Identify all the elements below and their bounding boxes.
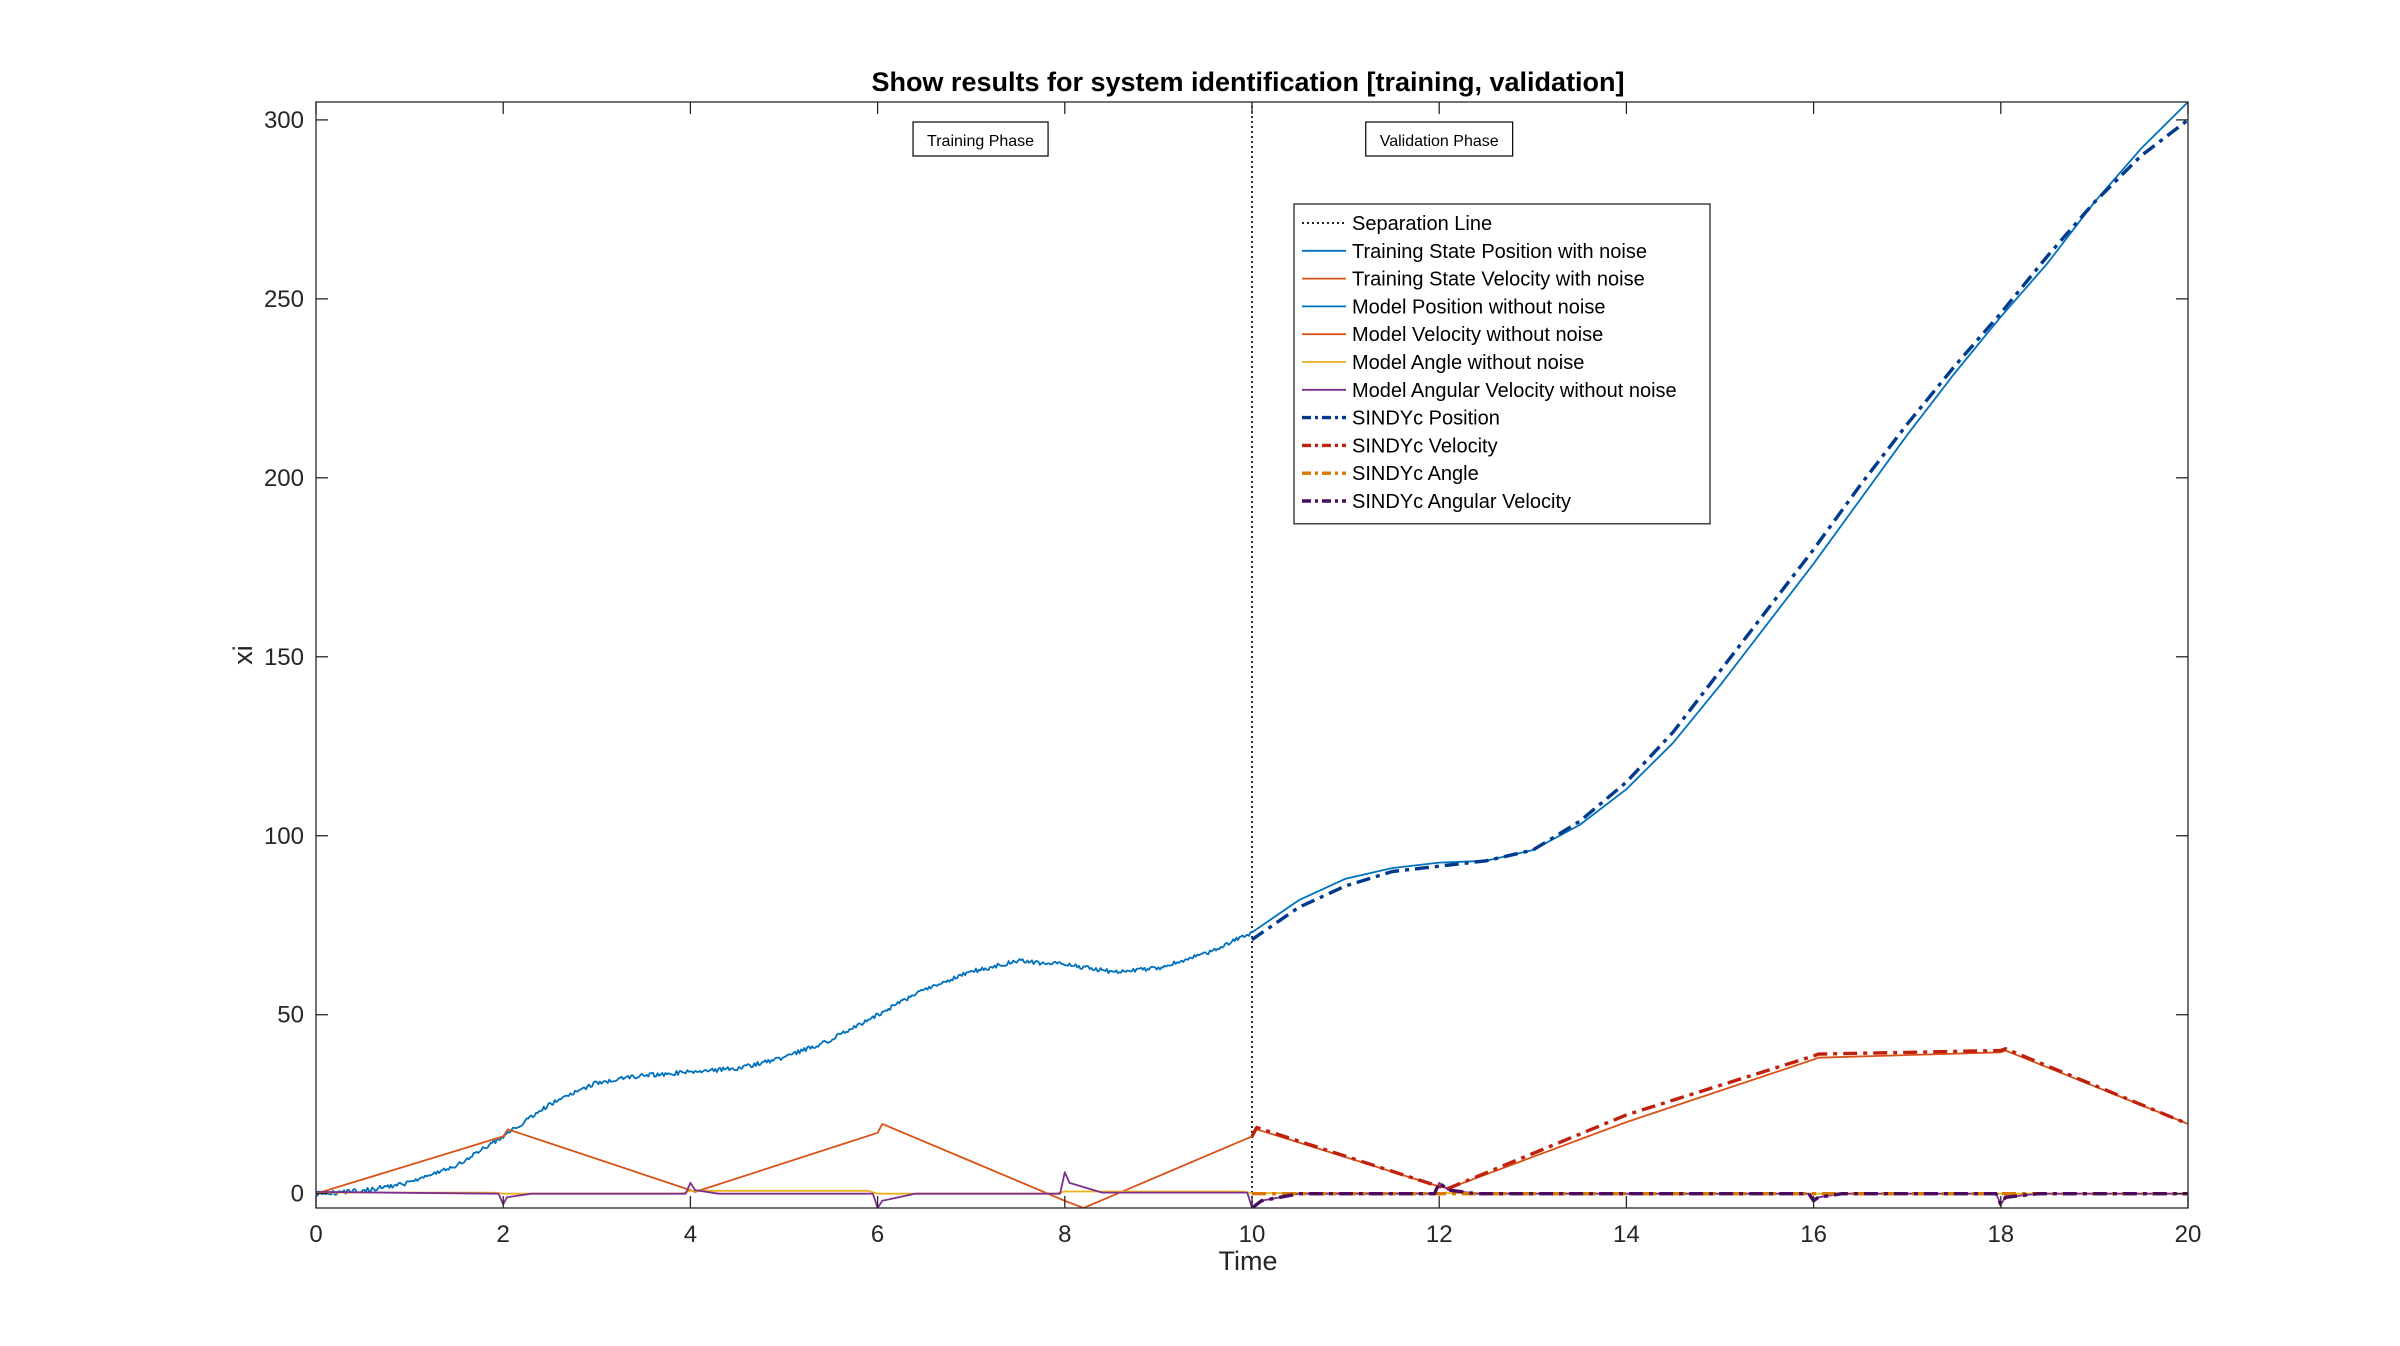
y-tick-label: 0 — [291, 1181, 304, 1208]
series-training-state-position-with-noise — [316, 931, 1253, 1197]
y-tick-label: 100 — [264, 823, 304, 850]
x-tick-label: 12 — [1426, 1221, 1453, 1248]
legend-label: SINDYc Position — [1352, 408, 1500, 430]
legend-label: Separation Line — [1352, 213, 1492, 235]
annotation-text: Validation Phase — [1380, 133, 1499, 150]
legend-item-model-angular-velocity-without-noise: Model Angular Velocity without noise — [1302, 380, 1677, 402]
legend-item-separation-line: Separation Line — [1302, 213, 1492, 235]
annotation-box — [912, 121, 1049, 157]
legend-item-model-angle-without-noise: Model Angle without noise — [1302, 352, 1584, 374]
x-tick-label: 16 — [1800, 1221, 1827, 1248]
legend-label: Training State Velocity with noise — [1352, 269, 1645, 291]
annotation-box — [1365, 121, 1514, 157]
legend-label: Model Angular Velocity without noise — [1352, 380, 1677, 402]
x-tick-label: 0 — [309, 1221, 322, 1248]
series-training-state-velocity-with-noise — [316, 1123, 1253, 1208]
legend-item-sindyc-position: SINDYc Position — [1302, 408, 1500, 430]
annotation-validation-phase: Validation Phase — [1365, 121, 1514, 157]
legend-label: SINDYc Velocity — [1352, 435, 1498, 457]
y-tick-label: 250 — [264, 286, 304, 313]
legend-label: Model Velocity without noise — [1352, 324, 1603, 346]
series-sindyc-angular-velocity — [1250, 1181, 2188, 1208]
series-sindyc-velocity — [1250, 1047, 2188, 1190]
annotations: Training Phase Validation Phase — [912, 121, 1514, 157]
y-tick-label: 300 — [264, 107, 304, 134]
y-tick-label: 150 — [264, 644, 304, 671]
legend: Separation Line Training State Position w… — [1293, 203, 1711, 525]
legend-label: Training State Position with noise — [1352, 241, 1647, 263]
legend-label: SINDYc Angular Velocity — [1352, 491, 1571, 513]
legend-item-model-position-without-noise: Model Position without noise — [1302, 296, 1605, 318]
legend-label: Model Position without noise — [1352, 296, 1605, 318]
series-layer — [316, 102, 2188, 1208]
x-tick-label: 20 — [2175, 1221, 2202, 1248]
x-axis-label: Time — [1219, 1246, 1278, 1276]
legend-item-sindyc-angle: SINDYc Angle — [1302, 463, 1479, 485]
legend-label: Model Angle without noise — [1352, 352, 1584, 374]
legend-item-sindyc-angular-velocity: SINDYc Angular Velocity — [1302, 491, 1571, 513]
legend-item-sindyc-velocity: SINDYc Velocity — [1302, 435, 1498, 457]
series-sindyc-position — [1251, 118, 2188, 941]
x-tick-label: 4 — [684, 1221, 697, 1248]
x-tick-label: 8 — [1058, 1221, 1071, 1248]
x-tick-label: 10 — [1239, 1221, 1266, 1248]
x-tick-label: 18 — [1987, 1221, 2014, 1248]
legend-item-model-velocity-without-noise: Model Velocity without noise — [1302, 324, 1603, 346]
x-tick-label: 2 — [497, 1221, 510, 1248]
legend-item-training-state-velocity-with-noise: Training State Velocity with noise — [1302, 269, 1645, 291]
x-tick-label: 6 — [871, 1221, 884, 1248]
annotation-training-phase: Training Phase — [912, 121, 1049, 157]
annotation-text: Training Phase — [927, 133, 1034, 150]
y-axis-label: xi — [228, 645, 258, 665]
legend-label: SINDYc Angle — [1352, 463, 1479, 485]
y-tick-label: 200 — [264, 465, 304, 492]
legend-box — [1293, 203, 1711, 525]
y-tick-label: 50 — [277, 1002, 304, 1029]
chart-title: Show results for system identification [… — [871, 67, 1624, 97]
legend-item-training-state-position-with-noise: Training State Position with noise — [1302, 241, 1647, 263]
series-model-position-without-noise — [1251, 102, 2188, 934]
x-tick-label: 14 — [1613, 1221, 1640, 1248]
